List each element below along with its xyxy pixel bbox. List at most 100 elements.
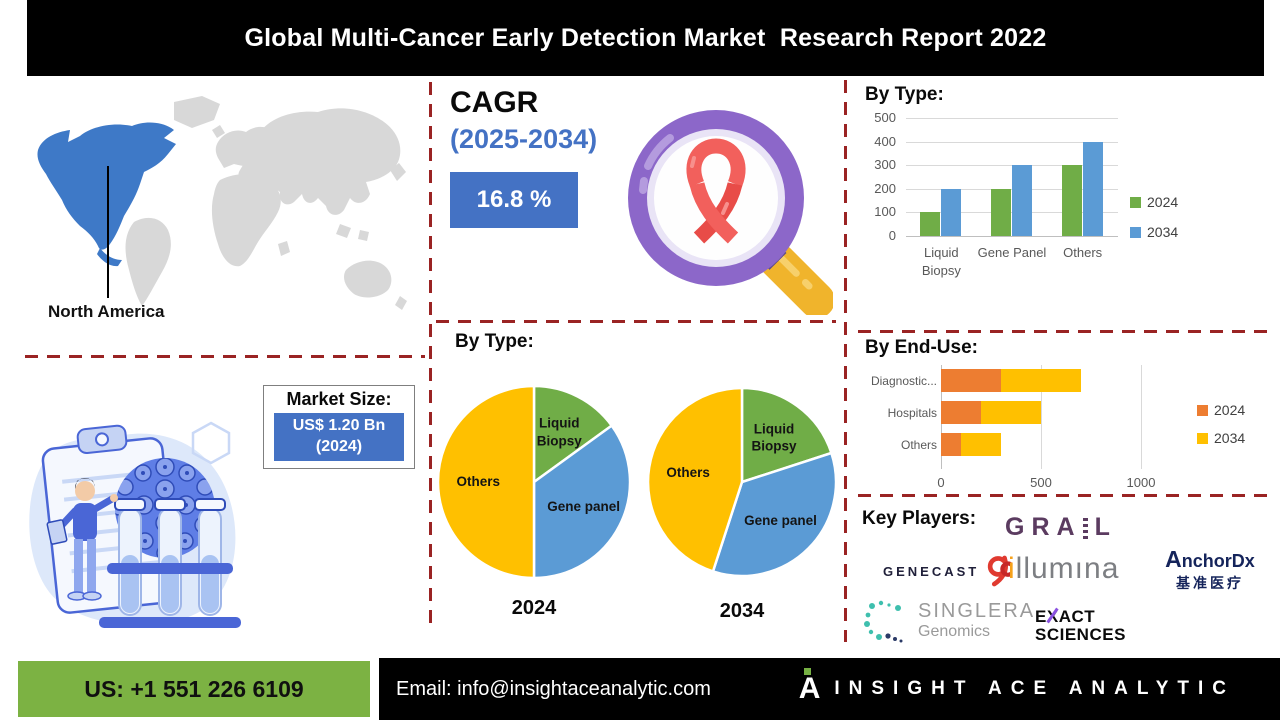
pie-slice-label: Liquid Biopsy <box>536 415 582 449</box>
bar-segment-2034 <box>981 401 1041 424</box>
divider-left-horizontal <box>25 355 425 358</box>
pie-chart-2024: Liquid Biopsy Gene panel Others <box>436 384 632 580</box>
island-new-zealand <box>395 296 407 310</box>
island-uk <box>212 125 225 138</box>
y-tick-label: 400 <box>874 133 896 149</box>
pie-year-label-2034: 2034 <box>719 600 765 622</box>
exact-sciences-text: SCIENCES <box>1035 624 1126 644</box>
illumina-logo: illumına <box>1008 552 1119 586</box>
cagr-period: (2025-2034) <box>450 124 598 154</box>
world-map <box>22 86 430 321</box>
island-indonesia-1 <box>336 224 351 238</box>
footer-bar: Email: info@insightaceanalytic.com A INS… <box>379 658 1280 720</box>
legend-item: 2034 <box>1197 430 1245 446</box>
lab-test-tubes-illustration <box>15 405 260 633</box>
singlera-dotted-ring-icon <box>864 600 903 643</box>
y-tick-label: 100 <box>874 204 896 220</box>
genecast-text: GENECAST <box>883 563 980 579</box>
anchordx-chinese-text: 基准医疗 <box>1176 575 1244 591</box>
island-japan <box>390 163 406 181</box>
gridline <box>1141 365 1142 469</box>
category-label: Diagnostic... <box>870 374 937 388</box>
phone-box: US: +1 551 226 6109 <box>18 661 370 717</box>
bar-2024 <box>1061 165 1082 236</box>
x-tick-label: 0 <box>937 475 945 490</box>
category-label: Others <box>900 438 937 452</box>
singlera-logo: SINGLERA Genomics <box>862 596 1035 644</box>
map-highlight-north-america <box>37 122 177 267</box>
y-tick-label: 0 <box>888 228 896 243</box>
gridline <box>906 118 1118 119</box>
continent-africa <box>211 174 281 267</box>
brand-green-dot <box>803 668 811 675</box>
pie-slice-label: Gene panel <box>547 499 620 515</box>
grail-text-2: L <box>1094 513 1117 541</box>
report-title: Global Multi-Cancer Early Detection Mark… <box>244 23 1047 52</box>
magnifier-cancer-ribbon-icon <box>618 100 835 319</box>
pie-slice-label: Others <box>456 474 501 490</box>
x-tick-label: 1000 <box>1126 475 1156 490</box>
pie-section-title: By Type: <box>455 331 534 352</box>
divider-mid-horizontal <box>436 320 836 323</box>
anchordx-logo: AnchorDx 基准医疗 <box>1152 546 1268 593</box>
exact-sciences-logo: EXACT SCIENCES <box>1035 608 1126 644</box>
market-size-box: Market Size: US$ 1.20 Bn (2024) <box>263 385 415 469</box>
x-tick-label: 500 <box>1030 475 1052 490</box>
grail-dotted-i-icon <box>1082 517 1088 540</box>
market-size-label: Market Size: <box>286 389 392 409</box>
brand-name: INSIGHT ACE ANALYTIC <box>834 678 1235 699</box>
by-type-bar-title: By Type: <box>865 84 944 105</box>
category-label: Others <box>1063 245 1103 260</box>
by-end-use-chart: 0 500 1000 Diagnostic... Hospitals Others 2024… <box>865 365 1275 495</box>
exact-act: ACT <box>1058 607 1096 626</box>
cagr-value: 16.8 % <box>476 186 552 213</box>
continent-asia <box>238 108 401 215</box>
by-end-use-title: By End-Use: <box>865 337 978 358</box>
anchordx-a: A <box>1165 546 1182 572</box>
exact-x-purple-slash: X <box>1046 607 1059 626</box>
bar-2034 <box>1082 141 1103 236</box>
pie-slice-label: Gene panel <box>744 512 817 528</box>
market-size-value: US$ 1.20 Bn (2024) <box>274 413 404 461</box>
island-madagascar <box>278 241 290 256</box>
key-players-title: Key Players: <box>862 508 977 529</box>
bar-2034 <box>941 188 962 236</box>
bar-segment-2024 <box>941 369 1001 392</box>
grail-logo: GRA L <box>1005 513 1117 542</box>
map-land <box>125 96 407 310</box>
central-america <box>97 248 122 267</box>
by-type-bar-chart: 0 100 200 300 400 500 Liquid Biopsy Gene Panel O… <box>862 110 1178 284</box>
category-label: Hospitals <box>887 406 937 420</box>
market-size-value-line2: (2024) <box>315 437 363 455</box>
header-bar: Global Multi-Cancer Early Detection Mark… <box>27 0 1264 76</box>
market-size-value-line1: US$ 1.20 Bn <box>292 417 386 434</box>
x-axis-line <box>906 236 1118 237</box>
continent-australia <box>343 260 392 298</box>
cancer-ribbon <box>686 138 746 244</box>
bar-2024 <box>920 212 941 236</box>
island-indonesia-2 <box>358 230 369 241</box>
genecast-logo: GENECAST <box>883 552 1013 590</box>
gridline <box>906 141 1118 143</box>
legend-item: 2024 <box>1197 402 1245 418</box>
divider-vertical-left <box>429 82 432 628</box>
genecast-gc-monogram-icon <box>988 555 1013 587</box>
region-label: North America <box>48 302 165 321</box>
continent-greenland <box>174 96 220 128</box>
illumina-i: i <box>1008 552 1016 585</box>
cagr-title: CAGR <box>450 86 539 119</box>
y-tick-label: 300 <box>874 157 896 173</box>
pie-year-label-2024: 2024 <box>511 597 557 619</box>
map-pointer-line <box>107 166 109 298</box>
category-label: Gene Panel <box>977 245 1047 260</box>
magnifier-handle <box>759 242 835 319</box>
bar-segment-2034 <box>1001 369 1081 392</box>
phone-number: US: +1 551 226 6109 <box>84 675 304 702</box>
exact-e: E <box>1035 607 1047 626</box>
bar-segment-2034 <box>961 433 1001 456</box>
brand-a-letter: A <box>798 672 821 705</box>
scientist-figure <box>46 477 118 601</box>
divider-vertical-right <box>844 80 847 642</box>
pie-chart-2034: Liquid Biopsy Gene panel Others <box>646 386 838 578</box>
